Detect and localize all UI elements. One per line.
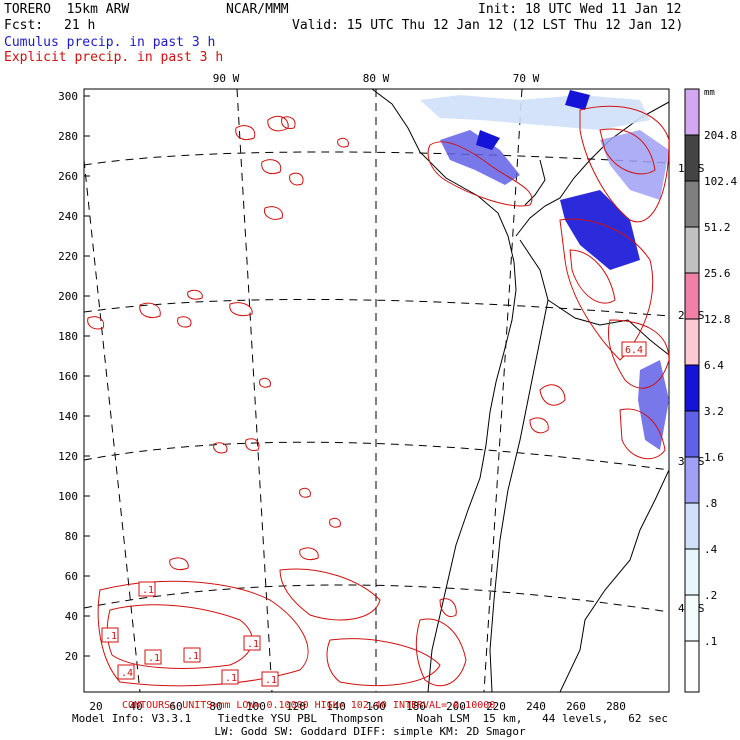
y-tick-label: 180 xyxy=(58,330,78,343)
contour-label: .1 xyxy=(265,675,277,686)
x-tick-label: 80 xyxy=(209,700,222,713)
y-tick-label: 260 xyxy=(58,170,78,183)
org-label: NCAR/MMM xyxy=(226,2,289,17)
footer-physics-info: LW: Godd SW: Goddard DIFF: simple KM: 2D… xyxy=(214,725,526,738)
contour-label: .4 xyxy=(121,668,133,679)
x-tick-label: 260 xyxy=(566,700,586,713)
lon-label: 80 W xyxy=(363,72,390,85)
colorbar-level: 51.2 xyxy=(704,221,731,234)
x-tick-label: 120 xyxy=(286,700,306,713)
contour-labels: .1 .1 .1 .1 .1 .4 .1 .1 6.4 xyxy=(101,341,647,687)
bottom-axis: 20 40 60 80 100 120 140 160 180 200 220 … xyxy=(89,700,626,713)
explicit-precip xyxy=(87,105,669,687)
forecast-hour: 21 h xyxy=(64,18,96,33)
colorbar-level: 25.6 xyxy=(704,267,731,280)
graticule xyxy=(84,89,669,692)
x-tick-label: 180 xyxy=(406,700,426,713)
colorbar-level: 102.4 xyxy=(704,175,737,188)
colorbar-level: .1 xyxy=(704,635,717,648)
y-tick-label: 60 xyxy=(65,570,78,583)
y-tick-label: 160 xyxy=(58,370,78,383)
x-tick-label: 60 xyxy=(169,700,182,713)
x-tick-label: 100 xyxy=(246,700,266,713)
y-tick-label: 100 xyxy=(58,490,78,503)
x-tick-label: 200 xyxy=(446,700,466,713)
lon-label: 90 W xyxy=(213,72,240,85)
contour-label: .1 xyxy=(148,653,160,664)
contour-label: .1 xyxy=(225,673,237,684)
lon-labels: 90 W 80 W 70 W xyxy=(213,72,540,85)
lon-label: 70 W xyxy=(513,72,540,85)
colorbar-level: .8 xyxy=(704,497,717,510)
valid-time: Valid: 15 UTC Thu 12 Jan 12 (12 LST Thu … xyxy=(292,18,684,33)
y-tick-label: 280 xyxy=(58,130,78,143)
y-tick-label: 120 xyxy=(58,450,78,463)
colorbar-level: .4 xyxy=(704,543,718,556)
colorbar-level: 12.8 xyxy=(704,313,731,326)
colorbar-level: 6.4 xyxy=(704,359,724,372)
forecast-label: Fcst: xyxy=(4,18,44,33)
x-tick-label: 140 xyxy=(326,700,346,713)
contour-label: .1 xyxy=(187,651,199,662)
y-tick-label: 140 xyxy=(58,410,78,423)
left-axis: 300 280 260 240 220 200 180 160 140 120 … xyxy=(58,90,78,663)
y-tick-label: 200 xyxy=(58,290,78,303)
colorbar-labels: 204.8 102.4 51.2 25.6 12.8 6.4 3.2 1.6 .… xyxy=(704,129,737,648)
init-time: Init: 18 UTC Wed 11 Jan 12 xyxy=(478,2,682,17)
y-tick-label: 20 xyxy=(65,650,78,663)
contour-label: 6.4 xyxy=(625,345,643,356)
cumulus-precip xyxy=(420,90,669,450)
x-tick-label: 220 xyxy=(486,700,506,713)
x-tick-label: 240 xyxy=(526,700,546,713)
contour-info: CONTOURS: UNITS=mm LOW= 0.10000 HIGH= 10… xyxy=(122,700,495,711)
left-axis-ticks xyxy=(84,95,90,657)
y-tick-label: 80 xyxy=(65,530,78,543)
subtitle-cumulus: Cumulus precip. in past 3 h xyxy=(4,35,216,50)
contour-label: .1 xyxy=(105,631,117,642)
y-tick-label: 40 xyxy=(65,610,78,623)
coastline xyxy=(371,89,669,692)
subtitle-explicit: Explicit precip. in past 3 h xyxy=(4,50,224,65)
colorbar-level: .2 xyxy=(704,589,717,602)
colorbar-unit: mm xyxy=(704,88,715,98)
y-tick-label: 220 xyxy=(58,250,78,263)
colorbar-level: 3.2 xyxy=(704,405,724,418)
colorbar-level: 204.8 xyxy=(704,129,737,142)
model-title: TORERO 15km ARW xyxy=(4,2,130,17)
x-tick-label: 40 xyxy=(129,700,142,713)
footer-model-info: Model Info: V3.3.1 Tiedtke YSU PBL Thomp… xyxy=(71,712,669,725)
contour-label: .1 xyxy=(247,639,259,650)
contour-label: .1 xyxy=(142,585,154,596)
colorbar-level: 1.6 xyxy=(704,451,724,464)
y-tick-label: 300 xyxy=(58,90,78,103)
x-tick-label: 280 xyxy=(606,700,626,713)
x-tick-label: 160 xyxy=(366,700,386,713)
colorbar xyxy=(684,88,700,693)
y-tick-label: 240 xyxy=(58,210,78,223)
x-tick-label: 20 xyxy=(89,700,102,713)
